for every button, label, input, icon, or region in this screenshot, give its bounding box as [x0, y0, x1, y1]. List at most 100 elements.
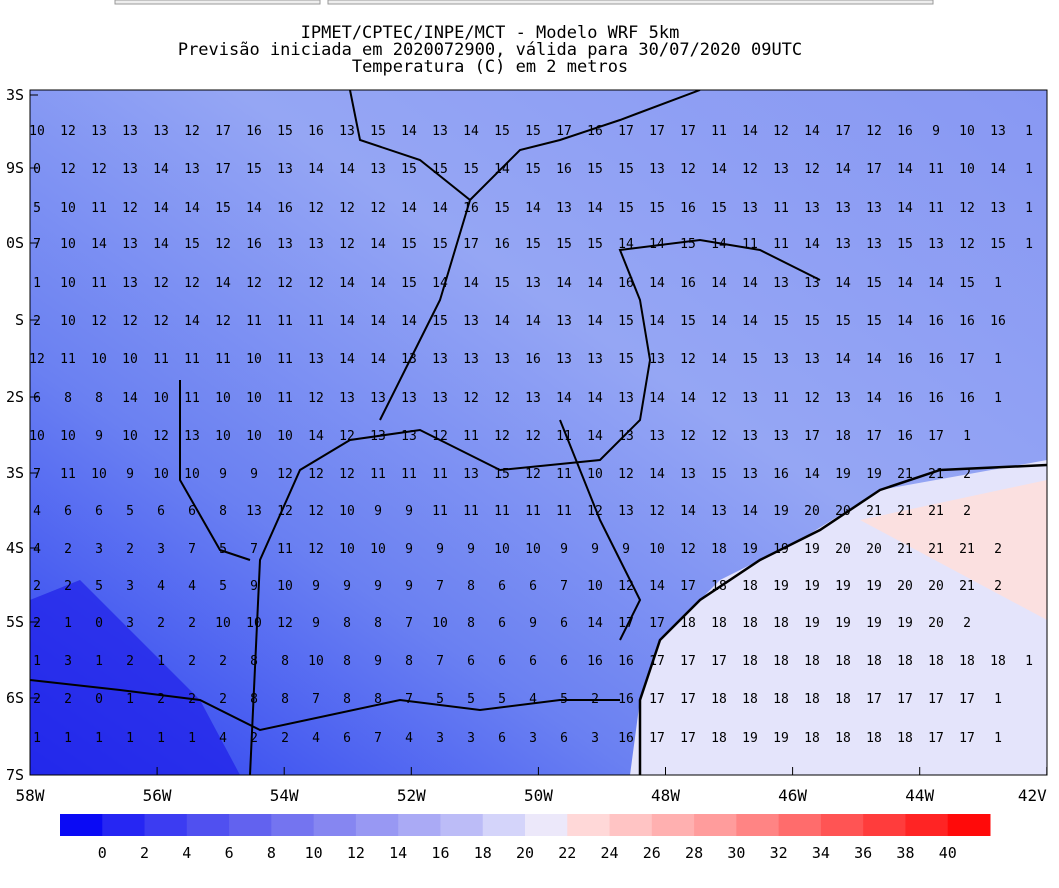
grid-value: 13: [339, 391, 355, 406]
colorbar-swatch: [820, 814, 864, 836]
grid-value: 11: [215, 352, 231, 367]
grid-value: 14: [494, 314, 510, 329]
lat-label: 7S: [6, 766, 24, 784]
colorbar-swatch: [271, 814, 315, 836]
grid-value: 12: [91, 314, 107, 329]
grid-value: 13: [773, 429, 789, 444]
grid-value: 20: [866, 542, 882, 557]
grid-value: 12: [339, 237, 355, 252]
grid-value: 17: [649, 616, 665, 631]
button[interactable]: [114, 0, 321, 5]
grid-value: 10: [60, 314, 76, 329]
grid-value: 10: [215, 616, 231, 631]
grid-value: 15: [401, 162, 417, 177]
colorbar-label: 12: [347, 844, 365, 862]
grid-value: 9: [219, 467, 227, 482]
grid-value: 10: [60, 201, 76, 216]
grid-value: 8: [343, 616, 351, 631]
grid-value: 6: [95, 504, 103, 519]
grid-value: 12: [277, 467, 293, 482]
grid-value: 18: [990, 654, 1006, 669]
grid-value: 14: [835, 352, 851, 367]
grid-value: 14: [711, 314, 727, 329]
grid-value: 12: [153, 429, 169, 444]
grid-value: 4: [33, 504, 41, 519]
grid-value: 1: [994, 692, 1002, 707]
grid-value: 1: [1025, 162, 1033, 177]
grid-value: 6: [498, 654, 506, 669]
grid-value: 1: [33, 731, 41, 746]
grid-value: 14: [587, 616, 603, 631]
grid-value: 11: [928, 162, 944, 177]
grid-value: 12: [680, 352, 696, 367]
grid-value: 12: [866, 124, 882, 139]
grid-value: 6: [560, 654, 568, 669]
grid-value: 2: [64, 692, 72, 707]
grid-value: 2: [281, 731, 289, 746]
grid-value: 14: [525, 314, 541, 329]
grid-value: 1: [994, 352, 1002, 367]
grid-value: 17: [959, 352, 975, 367]
grid-value: 5: [95, 579, 103, 594]
grid-value: 12: [618, 579, 634, 594]
colorbar-swatch: [313, 814, 357, 836]
grid-value: 3: [467, 731, 475, 746]
grid-value: 14: [339, 162, 355, 177]
grid-value: 1: [64, 616, 72, 631]
grid-value: 15: [680, 314, 696, 329]
grid-value: 8: [281, 692, 289, 707]
grid-value: 13: [742, 467, 758, 482]
grid-value: 5: [219, 579, 227, 594]
grid-value: 13: [804, 352, 820, 367]
grid-value: 12: [122, 314, 138, 329]
grid-value: 2: [157, 692, 165, 707]
grid-value: 12: [153, 314, 169, 329]
grid-value: 14: [308, 429, 324, 444]
grid-value: 13: [773, 276, 789, 291]
grid-value: 13: [866, 237, 882, 252]
grid-value: 14: [742, 124, 758, 139]
grid-value: 3: [126, 616, 134, 631]
button[interactable]: [327, 0, 934, 5]
grid-value: 7: [33, 237, 41, 252]
grid-value: 13: [556, 352, 572, 367]
grid-value: 11: [91, 276, 107, 291]
grid-value: 13: [308, 352, 324, 367]
grid-value: 10: [432, 616, 448, 631]
grid-value: 10: [370, 542, 386, 557]
grid-value: 16: [928, 314, 944, 329]
grid-value: 6: [498, 731, 506, 746]
grid-value: 14: [370, 237, 386, 252]
grid-value: 2: [591, 692, 599, 707]
grid-value: 15: [525, 162, 541, 177]
grid-value: 21: [897, 542, 913, 557]
grid-value: 12: [587, 504, 603, 519]
grid-value: 18: [804, 731, 820, 746]
colorbar-label: 36: [854, 844, 872, 862]
grid-value: 14: [649, 467, 665, 482]
grid-value: 18: [711, 579, 727, 594]
grid-value: 12: [277, 504, 293, 519]
grid-value: 12: [680, 429, 696, 444]
grid-value: 15: [587, 162, 603, 177]
grid-value: 11: [556, 504, 572, 519]
grid-value: 17: [804, 429, 820, 444]
grid-value: 18: [835, 731, 851, 746]
grid-value: 18: [742, 654, 758, 669]
grid-value: 6: [188, 504, 196, 519]
colorbar-swatch: [186, 814, 230, 836]
grid-value: 14: [711, 162, 727, 177]
lon-label: 56W: [143, 786, 172, 805]
grid-value: 17: [680, 124, 696, 139]
grid-value: 13: [587, 352, 603, 367]
lat-label: 9S: [6, 159, 24, 177]
grid-value: 15: [556, 237, 572, 252]
grid-value: 14: [680, 504, 696, 519]
grid-value: 15: [990, 237, 1006, 252]
grid-value: 14: [339, 276, 355, 291]
grid-value: 1: [33, 276, 41, 291]
grid-value: 1: [64, 731, 72, 746]
grid-value: 13: [432, 391, 448, 406]
grid-value: 12: [308, 391, 324, 406]
